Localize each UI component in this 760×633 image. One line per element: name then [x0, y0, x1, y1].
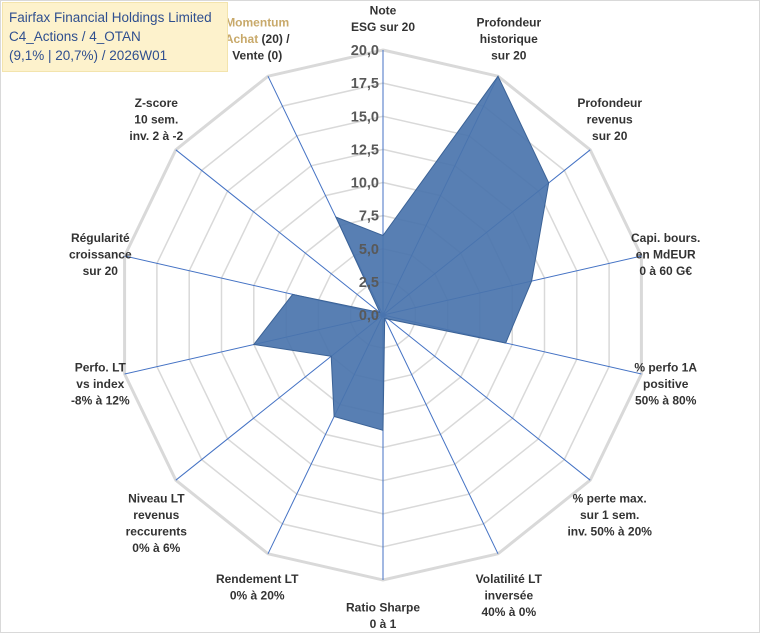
axis-label: Note ESG sur 20	[351, 3, 415, 34]
radial-tick-label: 7,5	[359, 209, 379, 225]
axis-label: Rendement LT 0% à 20%	[216, 572, 299, 603]
axis-label: % perfo 1A positive 50% à 80%	[634, 360, 697, 407]
axis-label: Volatilité LT inversée 40% à 0%	[476, 572, 543, 619]
axis-label: Profondeur historique sur 20	[476, 16, 541, 63]
radar-series-layer	[252, 75, 550, 431]
radar-spoke	[382, 314, 591, 481]
radar-tick-labels: 0,0 2,5 5,0 7,5 10,0 12,5 15,0 17,5 20,0	[351, 43, 379, 324]
axis-label: Capi. bours. en MdEUR 0 à 60 G€	[631, 231, 700, 278]
axis-label: Perfo. LT vs index -8% à 12%	[71, 360, 130, 407]
axis-label: % perte max. sur 1 sem. inv. 50% à 20%	[567, 491, 652, 538]
radial-tick-label: 12,5	[351, 142, 379, 158]
axis-label: Niveau LT revenus reccurents 0% à 6%	[126, 491, 188, 555]
radial-tick-label: 2,5	[359, 275, 379, 291]
radial-tick-label: 10,0	[351, 176, 379, 192]
chart-title-category: C4_Actions / 4_OTAN	[9, 29, 141, 44]
radial-tick-label: 5,0	[359, 242, 379, 258]
radial-tick-label: 0,0	[359, 308, 379, 324]
axis-label: Z-score 10 sem. inv. 2 à -2	[129, 96, 183, 143]
chart-title-period: (9,1% | 20,7%) / 2026W01	[9, 48, 168, 63]
chart-title-box: Fairfax Financial Holdings Limited C4_Ac…	[2, 2, 228, 72]
radial-tick-label: 15,0	[351, 109, 379, 125]
chart-title-company: Fairfax Financial Holdings Limited	[9, 10, 212, 25]
axis-label: Ratio Sharpe 0 à 1	[346, 601, 420, 632]
radial-tick-label: 20,0	[351, 43, 379, 59]
axis-label: Momentum Achat (20) / Vente (0)	[225, 16, 290, 63]
radar-axis-labels: Note ESG sur 20 Profondeur historique sur 20…	[69, 3, 700, 631]
axis-label: Régularité croissance sur 20	[69, 231, 132, 278]
axis-label: Profondeur revenus sur 20	[577, 96, 642, 143]
radar-spoke	[382, 314, 499, 555]
radial-tick-label: 17,5	[351, 76, 379, 92]
radar-spoke	[175, 149, 384, 316]
radar-series-area	[252, 75, 550, 431]
